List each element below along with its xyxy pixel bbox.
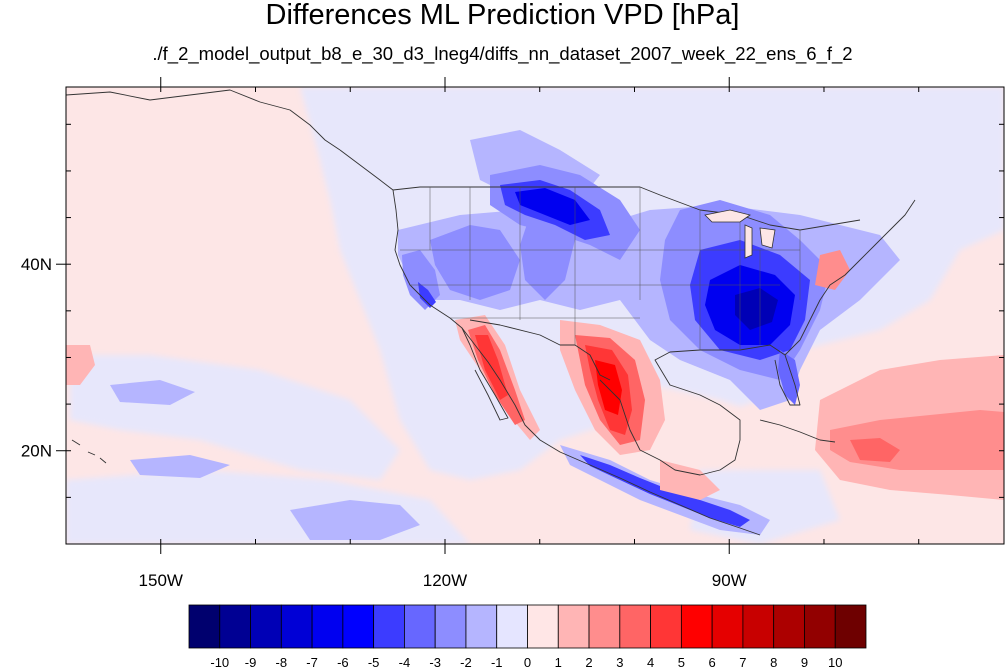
colorbar-label: -9 bbox=[245, 655, 257, 670]
colorbar: -10 -9 -8 -7 -6 -5 -4 -3 -2 -1 0 1 2 3 4 5 6 7 8 9 10 bbox=[188, 604, 867, 670]
state-borders-layer bbox=[400, 187, 801, 350]
colorbar-swatch bbox=[496, 604, 528, 649]
blue-deep-northern-rockies bbox=[515, 188, 590, 225]
colorbar-swatch bbox=[404, 604, 436, 649]
colorbar-label: 1 bbox=[555, 655, 562, 670]
lon-tick-label: 90W bbox=[712, 571, 747, 590]
colorbar-label: 7 bbox=[739, 655, 746, 670]
blue-patch-pacific-west bbox=[110, 380, 195, 405]
latitude-ticks: 40N 20N bbox=[21, 123, 1004, 498]
colorbar-swatch bbox=[557, 604, 590, 649]
blue-medium-great-basin bbox=[430, 225, 520, 300]
pale-pink-west bbox=[66, 87, 360, 350]
colorbar-label: 9 bbox=[801, 655, 808, 670]
red-texas-core bbox=[595, 360, 622, 415]
colorbar-label: -1 bbox=[491, 655, 503, 670]
blue-medium-rockies bbox=[520, 210, 575, 300]
colorbar-label: -7 bbox=[306, 655, 318, 670]
colorbar-label: 10 bbox=[828, 655, 842, 670]
alaska-coastline bbox=[66, 89, 341, 151]
lat-tick-label: 40N bbox=[21, 255, 52, 274]
colorbar-label: 5 bbox=[678, 655, 685, 670]
colorbar-label: 2 bbox=[585, 655, 592, 670]
blue-patch-hawaii-east bbox=[130, 455, 230, 478]
colorbar-swatch bbox=[465, 604, 498, 649]
colorbar-label: -5 bbox=[368, 655, 380, 670]
blue-strong-sierra bbox=[418, 282, 436, 308]
colorbar-swatch bbox=[773, 604, 805, 649]
colorbar-swatch bbox=[742, 604, 775, 649]
colorbar-label: 0 bbox=[524, 655, 531, 670]
red-atlantic-strong bbox=[850, 438, 900, 462]
colorbar-label: -4 bbox=[399, 655, 411, 670]
lake-huron bbox=[759, 227, 776, 249]
colorbar-swatch bbox=[250, 604, 282, 649]
colorbar-swatch bbox=[619, 604, 651, 649]
atlantic-coast bbox=[784, 199, 916, 356]
north-america-west-coast bbox=[339, 149, 761, 536]
baja-peninsula bbox=[461, 327, 509, 421]
us-mexico-border bbox=[469, 319, 611, 381]
colorbar-swatch bbox=[834, 604, 867, 649]
colorbar-swatch bbox=[650, 604, 682, 649]
colorbar-swatch bbox=[434, 604, 467, 649]
state-border-lines bbox=[400, 187, 801, 350]
colorbar-swatch bbox=[188, 604, 221, 649]
red-east-coast bbox=[815, 250, 850, 290]
hawaii-islands bbox=[71, 439, 107, 464]
colorbar-swatch bbox=[711, 604, 744, 649]
lon-tick-label: 150W bbox=[139, 571, 183, 590]
cuba bbox=[759, 419, 836, 443]
map-title: Differences ML Prediction VPD [hPa] bbox=[265, 0, 740, 31]
map-frame bbox=[65, 86, 1005, 545]
longitude-ticks: 150W 120W 90W bbox=[65, 77, 920, 590]
blue-deepest-tennessee bbox=[735, 288, 778, 330]
colorbar-swatch bbox=[280, 604, 313, 649]
colorbar-swatch bbox=[219, 604, 251, 649]
colorbar-label: -6 bbox=[337, 655, 349, 670]
map-field bbox=[66, 87, 1004, 544]
colorbar-label: -2 bbox=[460, 655, 472, 670]
lake-superior bbox=[704, 209, 751, 223]
colorbar-swatch bbox=[527, 604, 559, 649]
pale-pink-gulf bbox=[620, 380, 800, 470]
lon-tick-label: 120W bbox=[423, 571, 467, 590]
colorbar-swatch bbox=[588, 604, 621, 649]
colorbar-label: -3 bbox=[429, 655, 441, 670]
colorbar-swatch bbox=[311, 604, 344, 649]
lat-tick-label: 20N bbox=[21, 442, 52, 461]
colorbar-swatch bbox=[342, 604, 375, 649]
great-lakes-layer bbox=[704, 209, 776, 259]
colorbar-swatch bbox=[804, 604, 836, 649]
colorbar-label: -8 bbox=[276, 655, 288, 670]
colorbar-label: 8 bbox=[770, 655, 777, 670]
blue-florida bbox=[778, 350, 800, 405]
colorbar-label: 6 bbox=[709, 655, 716, 670]
blue-patch-pacific-south bbox=[290, 500, 420, 540]
coastline-layer bbox=[66, 89, 916, 536]
colorbar-swatch bbox=[680, 604, 713, 649]
colorbar-label: 4 bbox=[647, 655, 654, 670]
gulf-coast bbox=[599, 344, 801, 476]
colorbar-swatch bbox=[373, 604, 405, 649]
colorbar-label: -10 bbox=[210, 655, 229, 670]
map-subtitle: ./f_2_model_output_b8_e_30_d3_lneg4/diff… bbox=[152, 43, 853, 64]
colorbar-label: 3 bbox=[616, 655, 623, 670]
red-pacific-west-edge bbox=[66, 345, 95, 385]
lake-michigan bbox=[744, 224, 753, 259]
